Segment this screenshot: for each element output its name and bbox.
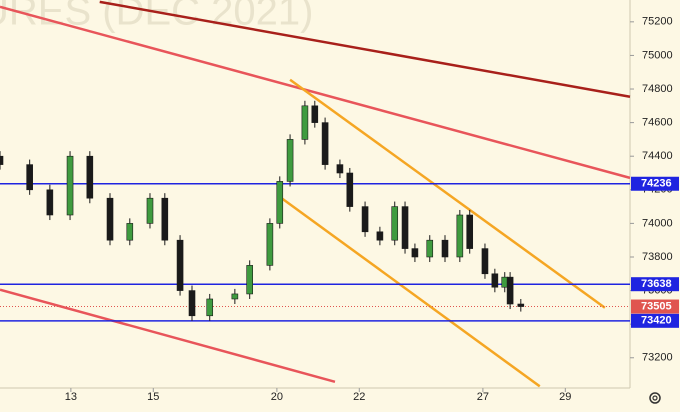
settings-icon[interactable]: [649, 392, 661, 404]
level-label: 73420: [641, 315, 672, 327]
level-badge: [631, 313, 679, 328]
trend-line: [0, 288, 336, 383]
candle-body: [481, 248, 489, 275]
candle-body: [361, 206, 369, 233]
candle-body: [206, 298, 214, 317]
trend-line: [279, 195, 541, 388]
x-tick-label: 27: [477, 391, 489, 403]
candle-body: [66, 155, 74, 216]
candle-body: [441, 239, 449, 258]
candle-body: [266, 223, 274, 266]
candle-body: [126, 223, 134, 241]
level-label: 74236: [641, 178, 672, 190]
candle-body: [336, 164, 344, 174]
candle-body: [246, 265, 253, 295]
trend-line: [99, 0, 631, 98]
candle-body: [426, 239, 434, 258]
candle-body: [506, 276, 514, 305]
x-tick-label: 20: [271, 391, 283, 403]
y-tick-label: 74600: [642, 117, 673, 129]
candle-body: [106, 197, 114, 241]
y-tick-label: 75200: [642, 16, 673, 28]
candle-body: [188, 290, 196, 317]
level-label: 73638: [641, 278, 672, 290]
x-tick-label: 13: [65, 391, 77, 403]
x-tick-label: 15: [147, 391, 159, 403]
candle-body: [401, 206, 409, 249]
candle-body: [456, 214, 464, 258]
y-tick-label: 75000: [642, 49, 673, 61]
candle-body: [46, 189, 54, 216]
x-tick-label: 22: [353, 391, 365, 403]
candle-body: [517, 303, 525, 307]
y-tick-label: 74400: [642, 150, 673, 162]
trend-line: [289, 78, 606, 309]
candle-body: [176, 239, 184, 291]
candle-body: [321, 122, 329, 165]
candle-body: [491, 273, 499, 288]
trend-line: [0, 5, 631, 180]
candle-body: [231, 293, 239, 300]
candle-body: [86, 155, 94, 199]
level-badge: [631, 277, 679, 292]
y-tick-label: 73800: [642, 251, 673, 263]
candle-body: [466, 214, 474, 249]
settings-gear-core[interactable]: [652, 395, 658, 401]
level-badge: [631, 176, 679, 191]
settings-gear[interactable]: [649, 392, 661, 404]
candle-body: [276, 181, 284, 224]
watermark-title: URES (DEC 2021): [0, 0, 313, 34]
candle-body: [0, 155, 4, 165]
x-tick-label: 29: [559, 391, 571, 403]
candle-body: [346, 172, 354, 207]
y-tick-label: 73200: [642, 352, 673, 364]
candle-body: [26, 164, 33, 191]
candle-body: [391, 206, 399, 241]
last-price-badge: [631, 299, 679, 314]
candle-body: [311, 105, 319, 123]
candle-body: [376, 231, 384, 241]
candle-body: [411, 248, 419, 258]
candle-body: [146, 197, 154, 224]
y-tick-label: 74000: [642, 217, 673, 229]
candle-body: [301, 105, 309, 140]
candle-body: [286, 139, 294, 182]
candle-body: [161, 197, 169, 241]
last-price-label: 73505: [641, 300, 672, 312]
y-tick-label: 74800: [642, 83, 673, 95]
